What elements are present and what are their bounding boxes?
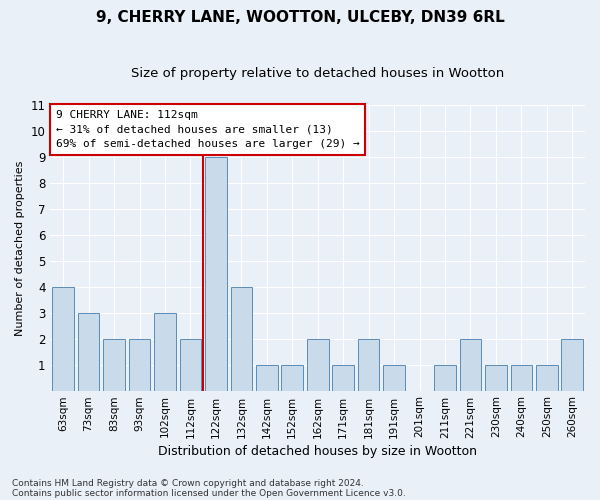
Bar — [383, 364, 405, 390]
Bar — [154, 313, 176, 390]
Bar — [128, 338, 151, 390]
Bar — [52, 287, 74, 391]
Bar — [332, 364, 354, 390]
Bar — [460, 338, 481, 390]
Bar — [103, 338, 125, 390]
Bar — [485, 364, 507, 390]
Bar — [562, 338, 583, 390]
Y-axis label: Number of detached properties: Number of detached properties — [15, 160, 25, 336]
Bar — [434, 364, 456, 390]
Text: Contains public sector information licensed under the Open Government Licence v3: Contains public sector information licen… — [12, 488, 406, 498]
Bar — [230, 287, 252, 391]
Bar — [179, 338, 201, 390]
Bar — [511, 364, 532, 390]
Title: Size of property relative to detached houses in Wootton: Size of property relative to detached ho… — [131, 68, 505, 80]
Text: Contains HM Land Registry data © Crown copyright and database right 2024.: Contains HM Land Registry data © Crown c… — [12, 478, 364, 488]
Bar — [205, 157, 227, 390]
Bar — [536, 364, 557, 390]
Bar — [281, 364, 303, 390]
Bar — [78, 313, 100, 390]
Text: 9, CHERRY LANE, WOOTTON, ULCEBY, DN39 6RL: 9, CHERRY LANE, WOOTTON, ULCEBY, DN39 6R… — [95, 10, 505, 25]
Bar — [256, 364, 278, 390]
Bar — [307, 338, 329, 390]
Bar — [358, 338, 379, 390]
X-axis label: Distribution of detached houses by size in Wootton: Distribution of detached houses by size … — [158, 444, 477, 458]
Text: 9 CHERRY LANE: 112sqm
← 31% of detached houses are smaller (13)
69% of semi-deta: 9 CHERRY LANE: 112sqm ← 31% of detached … — [56, 110, 359, 149]
